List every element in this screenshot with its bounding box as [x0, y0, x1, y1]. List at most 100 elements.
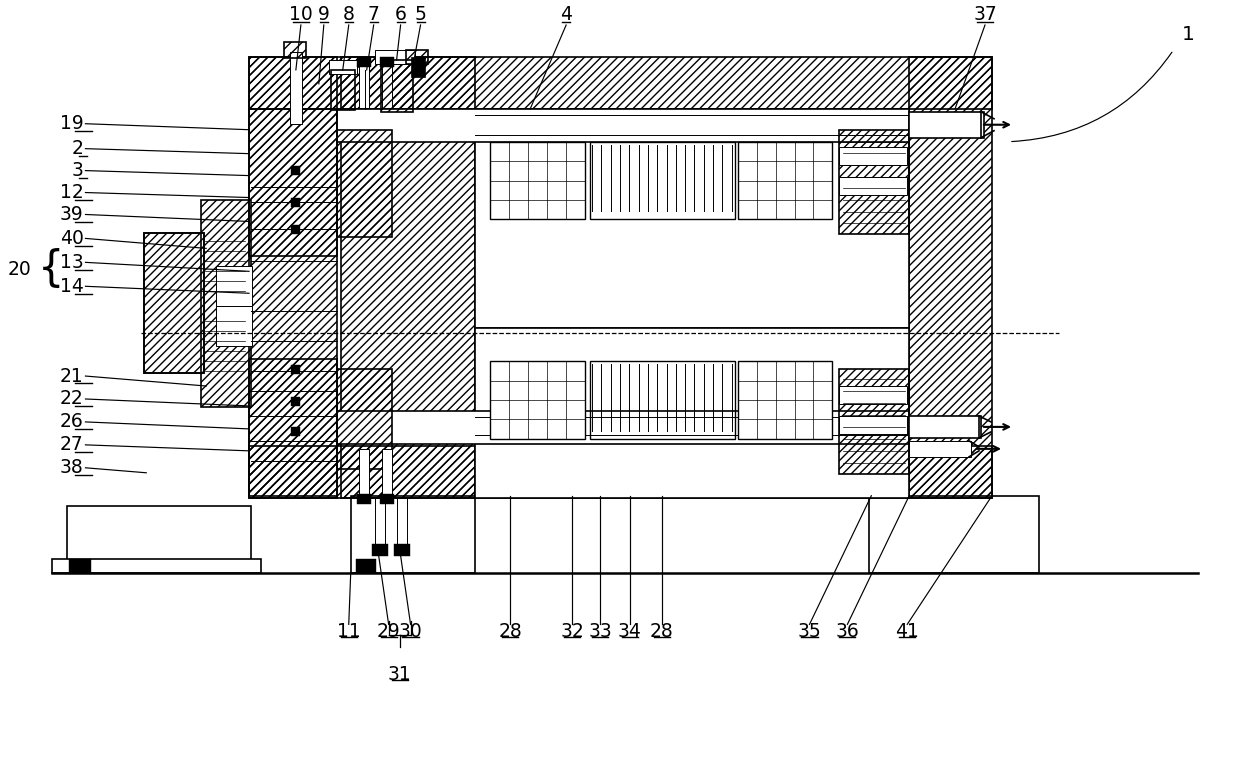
Bar [381, 60, 413, 112]
Bar [374, 50, 414, 64]
Bar [331, 70, 355, 109]
Bar [291, 226, 300, 234]
Bar [475, 328, 909, 498]
Bar [738, 361, 832, 439]
Text: 26: 26 [60, 413, 83, 432]
Text: 27: 27 [60, 435, 83, 454]
Bar [351, 496, 475, 572]
Bar [337, 109, 909, 141]
Text: 29: 29 [377, 622, 401, 641]
Bar [490, 141, 585, 220]
Bar [382, 449, 392, 497]
Bar [410, 57, 424, 77]
Bar [337, 369, 392, 469]
Bar [69, 559, 92, 572]
Bar [379, 494, 393, 504]
Text: 35: 35 [797, 622, 821, 641]
Bar [249, 359, 337, 496]
Bar [341, 57, 475, 498]
Bar [144, 233, 205, 373]
Bar [337, 130, 392, 237]
Bar [358, 449, 368, 497]
Text: 34: 34 [618, 622, 642, 641]
Text: {: { [37, 249, 64, 290]
Bar [393, 543, 409, 556]
Bar [329, 60, 357, 74]
Bar [839, 130, 909, 234]
Bar [291, 397, 300, 406]
Bar [67, 505, 250, 572]
Bar [839, 147, 908, 165]
Bar [405, 50, 428, 64]
Text: 12: 12 [60, 183, 83, 202]
Bar [839, 176, 908, 195]
Bar [590, 361, 734, 439]
Bar [839, 416, 908, 434]
Bar [290, 52, 301, 124]
Text: 38: 38 [60, 458, 83, 477]
Text: 40: 40 [60, 229, 83, 248]
Bar [839, 386, 908, 404]
Bar [291, 198, 300, 207]
Bar [839, 369, 909, 473]
Bar [284, 42, 306, 58]
Bar [372, 543, 388, 556]
Bar [52, 559, 260, 572]
Text: 1: 1 [1182, 25, 1195, 44]
Text: 4: 4 [560, 5, 572, 24]
Bar [358, 60, 368, 108]
Bar [382, 60, 392, 108]
Bar [284, 42, 306, 58]
Text: 39: 39 [60, 205, 83, 224]
Text: 5: 5 [414, 5, 427, 24]
Bar [337, 130, 392, 237]
Bar [249, 57, 992, 109]
Bar [341, 57, 475, 498]
Bar [909, 416, 981, 438]
Bar [337, 411, 909, 444]
Text: 30: 30 [399, 622, 423, 641]
Bar [381, 60, 413, 112]
Text: 13: 13 [60, 253, 83, 272]
Bar [249, 109, 337, 256]
Text: 28: 28 [650, 622, 673, 641]
Bar [490, 361, 585, 439]
Bar [249, 57, 992, 109]
Text: 28: 28 [498, 622, 522, 641]
Text: 21: 21 [60, 366, 83, 385]
Bar [356, 559, 376, 572]
Bar [249, 359, 337, 496]
Bar [291, 427, 300, 436]
Bar [216, 306, 252, 346]
Bar [216, 266, 252, 306]
Text: 36: 36 [836, 622, 859, 641]
Bar [201, 200, 250, 407]
Text: 10: 10 [289, 5, 312, 24]
Bar [291, 166, 300, 175]
Text: 33: 33 [588, 622, 611, 641]
Text: 7: 7 [368, 5, 379, 24]
Text: 22: 22 [60, 389, 83, 408]
Text: 11: 11 [337, 622, 361, 641]
Bar [839, 369, 909, 473]
Bar [374, 498, 384, 549]
Bar [909, 57, 992, 498]
Text: 32: 32 [560, 622, 584, 641]
Text: 3: 3 [72, 161, 83, 180]
Bar [475, 109, 909, 328]
Text: 19: 19 [60, 114, 83, 133]
Bar [738, 141, 832, 220]
Bar [357, 57, 371, 67]
Bar [144, 233, 205, 373]
Bar [909, 112, 985, 138]
Text: 8: 8 [342, 5, 355, 24]
Text: 20: 20 [7, 260, 31, 279]
Bar [909, 441, 971, 457]
Text: 37: 37 [973, 5, 997, 24]
Text: 41: 41 [895, 622, 919, 641]
Bar [249, 57, 337, 498]
Bar [839, 130, 909, 234]
Bar [405, 50, 428, 64]
Bar [590, 141, 734, 220]
Text: 2: 2 [72, 139, 83, 158]
